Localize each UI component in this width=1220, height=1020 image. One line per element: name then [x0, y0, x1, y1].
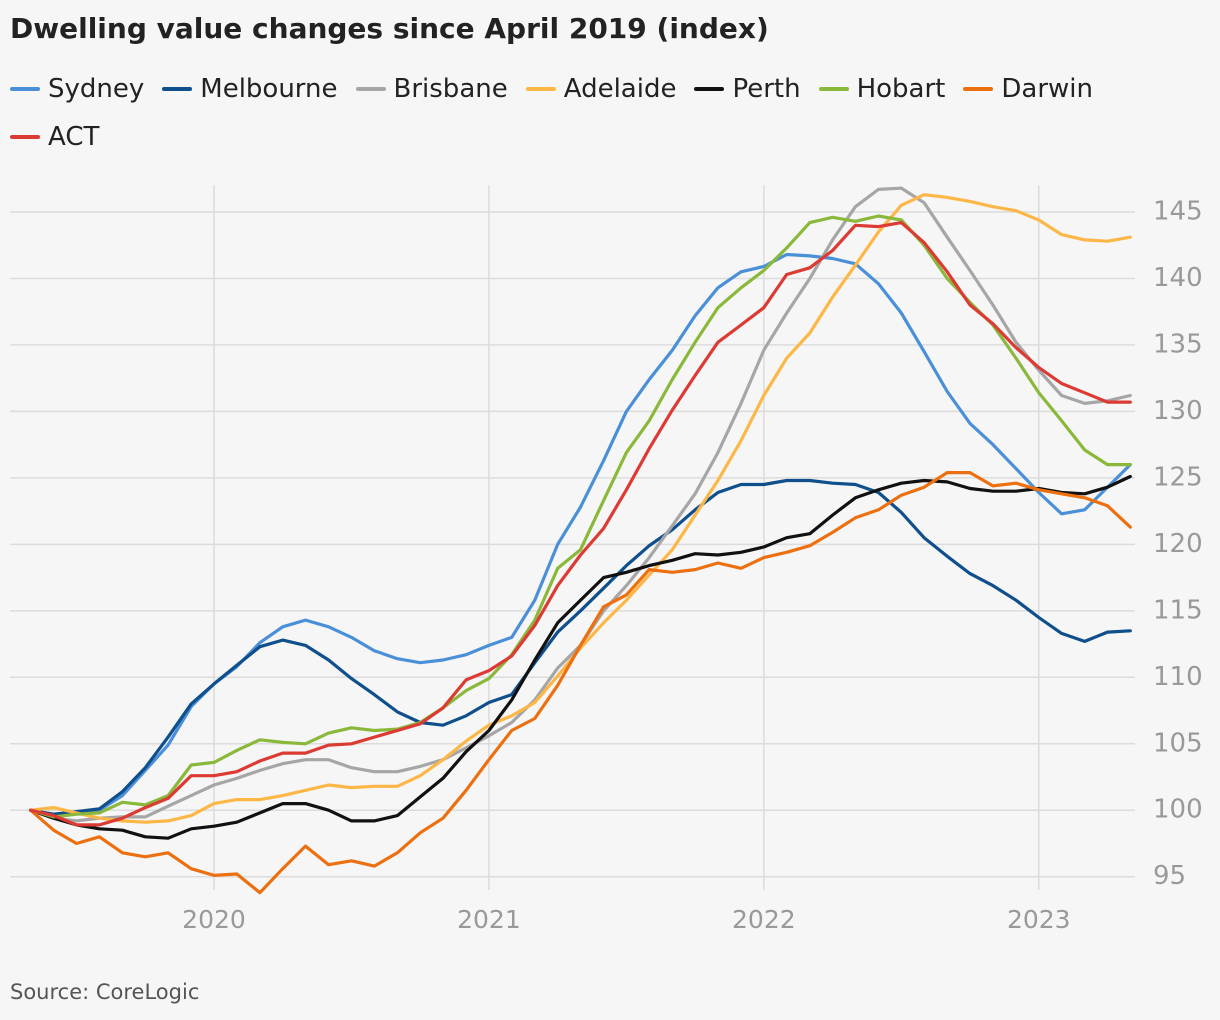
- legend-label: Sydney: [48, 74, 145, 104]
- series-line: [29, 478, 1132, 816]
- series-line: [29, 221, 1132, 827]
- y-tick-label: 110: [1153, 662, 1203, 692]
- legend-item: Perth: [694, 72, 801, 106]
- y-tick-label: 95: [1153, 861, 1186, 891]
- chart-title: Dwelling value changes since April 2019 …: [10, 12, 769, 45]
- y-tick-label: 135: [1153, 329, 1203, 359]
- y-tick-label: 115: [1153, 595, 1203, 625]
- y-tick-label: 100: [1153, 795, 1203, 825]
- x-tick-label: 2020: [182, 905, 246, 934]
- x-tick-label: 2022: [732, 905, 796, 934]
- legend-item: Sydney: [10, 72, 144, 106]
- y-tick-label: 120: [1153, 529, 1203, 559]
- legend-label: Hobart: [856, 74, 946, 104]
- legend-label: Perth: [732, 74, 801, 104]
- legend-item: Hobart: [818, 72, 946, 106]
- x-tick-label: 2021: [457, 905, 521, 934]
- legend: Sydney Melbourne Brisbane Adelaide Perth Hoba…: [10, 72, 1190, 154]
- series-line: [29, 471, 1132, 895]
- legend-swatch: [162, 87, 193, 91]
- series-line: [29, 474, 1132, 840]
- series-line: [29, 252, 1132, 818]
- source: Source: CoreLogic: [10, 980, 200, 1004]
- legend-swatch: [355, 87, 386, 91]
- legend-swatch: [818, 87, 849, 91]
- y-tick-label: 125: [1153, 462, 1203, 492]
- legend-item: Adelaide: [525, 72, 677, 106]
- legend-label: ACT: [48, 122, 100, 152]
- legend-label: Brisbane: [393, 74, 508, 104]
- legend-swatch: [525, 87, 556, 91]
- legend-label: Adelaide: [563, 74, 677, 104]
- y-tick-label: 130: [1153, 396, 1203, 426]
- y-tick-label: 145: [1153, 196, 1203, 226]
- legend-swatch: [694, 87, 725, 91]
- legend-swatch: [963, 87, 994, 91]
- y-tick-label: 140: [1153, 263, 1203, 293]
- legend-swatch: [10, 135, 40, 139]
- legend-item: ACT: [10, 120, 99, 154]
- legend-label: Darwin: [1001, 74, 1093, 104]
- legend-label: Melbourne: [200, 74, 338, 104]
- series-line: [29, 214, 1132, 819]
- legend-item: Brisbane: [355, 72, 508, 106]
- legend-swatch: [10, 87, 40, 91]
- x-tick-label: 2023: [1007, 905, 1071, 934]
- y-tick-label: 105: [1153, 728, 1203, 758]
- legend-item: Melbourne: [162, 72, 338, 106]
- legend-item: Darwin: [963, 72, 1093, 106]
